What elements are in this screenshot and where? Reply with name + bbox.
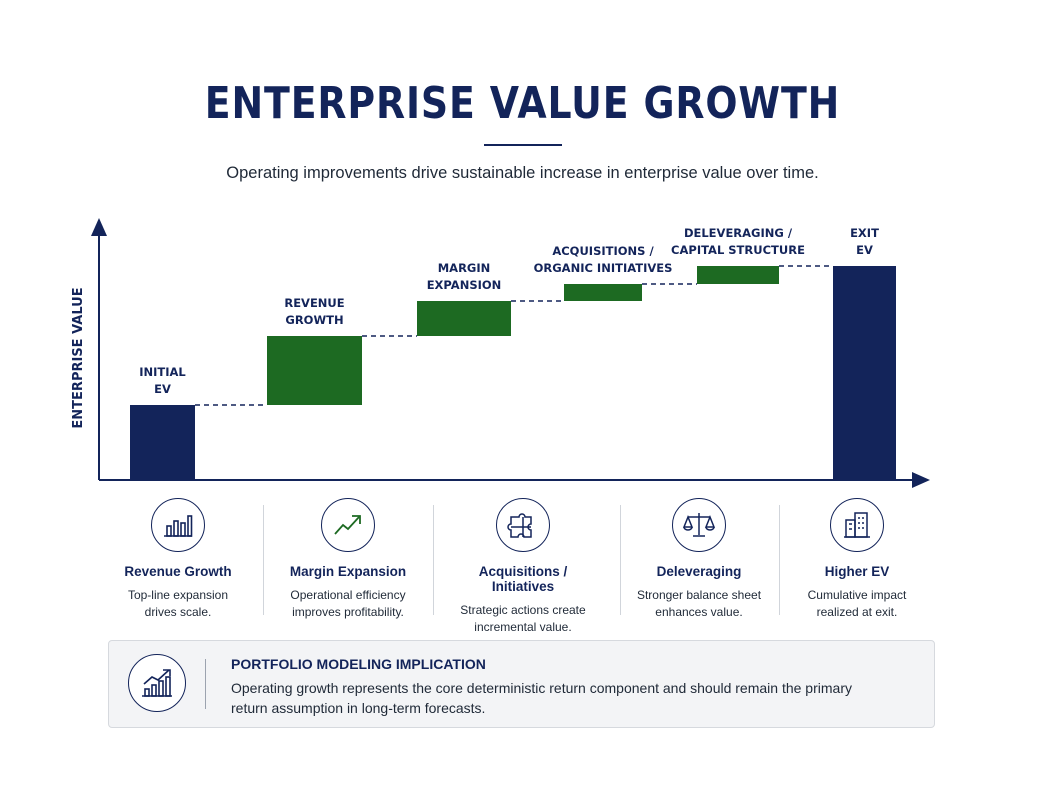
callout-title: PORTFOLIO MODELING IMPLICATION — [231, 656, 486, 672]
category-label: GROWTH — [285, 313, 343, 327]
category-label: DELEVERAGING / — [684, 226, 793, 240]
driver-title: Acquisitions / Initiatives — [478, 564, 568, 594]
driver-title: Margin Expansion — [289, 564, 407, 579]
page-subtitle: Operating improvements drive sustainable… — [226, 164, 819, 182]
buildings-icon — [830, 498, 884, 552]
driver-divider — [263, 505, 264, 615]
increase-bar — [417, 301, 511, 336]
page-title: ENTERPRISE VALUE GROWTH — [204, 78, 841, 129]
bar-chart-icon — [151, 498, 205, 552]
driver-description: Cumulative impact realized at exit. — [782, 587, 932, 621]
driver-title: Revenue Growth — [124, 564, 232, 579]
category-label: CAPITAL STRUCTURE — [671, 243, 805, 257]
category-label: EXPANSION — [427, 278, 502, 292]
callout-text: Operating growth represents the core det… — [231, 680, 852, 716]
driver-divider — [433, 505, 434, 615]
category-label: ACQUISITIONS / — [552, 244, 654, 258]
driver-description-line: Top-line expansion — [127, 588, 229, 602]
driver-description-line: improves profitability. — [292, 605, 404, 619]
increase-bar — [564, 284, 642, 301]
driver-description: Stronger balance sheet enhances value. — [624, 587, 774, 621]
driver-description-line: Operational efficiency — [290, 588, 406, 602]
driver-divider — [779, 505, 780, 615]
increase-bar — [267, 336, 362, 405]
driver-description-line: Strategic actions create — [460, 603, 586, 617]
scales-icon — [672, 498, 726, 552]
driver-divider — [620, 505, 621, 615]
driver-description-line: Cumulative impact — [807, 588, 907, 602]
growth-chart-icon — [128, 654, 186, 712]
driver-higher-ev: Higher EV Cumulative impact realized at … — [782, 498, 932, 621]
driver-description-line: drives scale. — [144, 605, 212, 619]
category-label: REVENUE — [284, 296, 344, 310]
driver-title: Higher EV — [824, 564, 890, 579]
trend-up-icon — [321, 498, 375, 552]
callout-divider — [205, 659, 206, 709]
total-bar — [833, 266, 896, 480]
category-label: MARGIN — [438, 261, 491, 275]
driver-description-line: Stronger balance sheet — [636, 588, 762, 602]
category-label: EV — [154, 382, 171, 396]
implication-callout: PORTFOLIO MODELING IMPLICATION Operating… — [108, 640, 935, 728]
driver-description: Operational efficiency improves profitab… — [273, 587, 423, 621]
driver-description-line: incremental value. — [474, 620, 572, 634]
driver-deleveraging: Deleveraging Stronger balance sheet enha… — [624, 498, 774, 621]
category-label: EXIT — [850, 226, 879, 240]
puzzle-icon — [496, 498, 550, 552]
driver-description-line: enhances value. — [655, 605, 743, 619]
driver-title: Deleveraging — [656, 564, 742, 579]
waterfall-chart: ENTERPRISE VALUE INITIAL EV REVENUE GROWTH M… — [71, 218, 930, 488]
category-label: ORGANIC INITIATIVES — [534, 261, 673, 275]
increase-bar — [697, 266, 779, 284]
driver-acquisitions: Acquisitions / Initiatives Strategic act… — [448, 498, 598, 636]
driver-description: Top-line expansion drives scale. — [103, 587, 253, 621]
driver-margin-expansion: Margin Expansion Operational efficiency … — [273, 498, 423, 621]
driver-revenue-growth: Revenue Growth Top-line expansion drives… — [103, 498, 253, 621]
title-underline — [484, 144, 562, 146]
category-label: EV — [856, 243, 873, 257]
driver-description-line: realized at exit. — [816, 605, 898, 619]
category-label: INITIAL — [139, 365, 186, 379]
total-bar — [130, 405, 195, 480]
y-axis-label: ENTERPRISE VALUE — [71, 287, 86, 428]
driver-description: Strategic actions create incremental val… — [448, 602, 598, 636]
bars-layer: INITIAL EV REVENUE GROWTH MARGIN EXPANSION ACQ… — [130, 226, 896, 480]
